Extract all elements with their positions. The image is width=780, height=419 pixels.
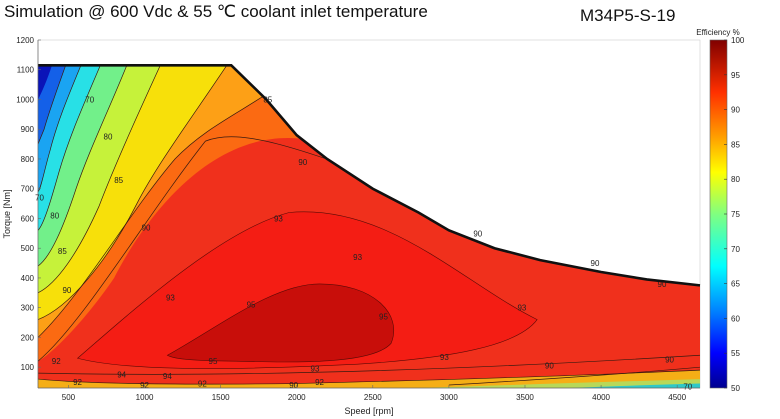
colorbar-tick-label: 70 (731, 245, 740, 254)
x-tick-label: 1000 (136, 393, 154, 402)
contour-label: 85 (114, 176, 123, 185)
y-tick-label: 1000 (16, 95, 34, 104)
colorbar: Efficiency % 50 55 60 65 70 75 80 85 90 95 100 (696, 28, 745, 393)
contour-label: 80 (104, 133, 113, 142)
contour-label: 90 (665, 356, 674, 365)
x-tick-label: 1500 (212, 393, 230, 402)
contour-label: 90 (142, 223, 151, 232)
contour-label: 85 (58, 247, 67, 256)
contour-label: 70 (85, 95, 94, 104)
x-tick-label: 3000 (440, 393, 458, 402)
max-torque-curve (38, 63, 701, 287)
contour-label: 93 (274, 214, 283, 223)
colorbar-tick-label: 100 (731, 36, 745, 45)
colorbar-tick-label: 80 (731, 175, 740, 184)
contour-label: 90 (545, 362, 554, 371)
contour-label: 92 (52, 357, 61, 366)
colorbar-tick-label: 90 (731, 106, 740, 115)
colorbar-tick-label: 85 (731, 140, 740, 149)
contour-label: 90 (473, 229, 482, 238)
x-axis-label: Speed [rpm] (344, 406, 393, 416)
contour-label: 70 (35, 194, 44, 203)
contour-label: 95 (209, 357, 218, 366)
y-tick-label: 200 (21, 333, 35, 342)
y-tick-label: 300 (21, 304, 35, 313)
y-tick-label: 1200 (16, 36, 34, 45)
x-tick-label: 500 (62, 393, 76, 402)
colorbar-title: Efficiency % (696, 28, 739, 37)
y-tick-label: 1100 (17, 66, 35, 75)
contour-label: 90 (62, 286, 71, 295)
contour-label: 80 (50, 211, 59, 220)
contour-label: 90 (658, 280, 667, 289)
y-tick-label: 900 (21, 125, 35, 134)
contour-label: 95 (247, 301, 256, 310)
y-tick-label: 800 (21, 155, 35, 164)
y-tick-label: 100 (21, 363, 35, 372)
chart-title: Simulation @ 600 Vdc & 55 ℃ coolant inle… (4, 2, 428, 21)
y-tick-label: 700 (21, 185, 35, 194)
contour-label: 92 (315, 378, 324, 387)
contour-label: 94 (117, 371, 126, 380)
contour-label: 95 (379, 313, 388, 322)
contour-label: 93 (311, 365, 320, 374)
contour-label: 93 (440, 353, 449, 362)
contour-label: 70 (683, 383, 692, 392)
y-axis-label: Torque [Nm] (2, 189, 12, 238)
contour-label: 90 (591, 259, 600, 268)
y-tick-label: 400 (21, 274, 35, 283)
contour-label: 94 (163, 372, 172, 381)
x-axis: 500 1000 1500 2000 2500 3000 3500 4000 4500 (38, 385, 700, 402)
contour-label: 92 (198, 380, 207, 389)
x-tick-label: 2500 (364, 393, 382, 402)
x-tick-label: 2000 (288, 393, 306, 402)
colorbar-tick-label: 95 (731, 71, 740, 80)
contour-label: 90 (289, 381, 298, 390)
x-tick-label: 4500 (668, 393, 686, 402)
colorbar-tick-label: 75 (731, 210, 740, 219)
contour-label: 92 (73, 378, 82, 387)
y-axis: 100 200 300 400 500 600 700 800 900 1000 1100 1200 (16, 36, 41, 388)
y-tick-label: 600 (21, 214, 35, 223)
plot-area: 7080859085909090909393939393959595708085… (35, 39, 701, 392)
contour-label: 93 (353, 253, 362, 262)
x-tick-label: 4000 (592, 393, 610, 402)
colorbar-tick-label: 55 (731, 349, 740, 358)
colorbar-tick-label: 50 (731, 384, 740, 393)
contour-label: 93 (517, 304, 526, 313)
colorbar-tick-label: 60 (731, 314, 740, 323)
model-label: M34P5-S-19 (580, 6, 676, 25)
colorbar-tick-label: 65 (731, 280, 740, 289)
contour-label: 93 (166, 293, 175, 302)
y-tick-label: 500 (21, 244, 35, 253)
contour-label: 90 (298, 158, 307, 167)
x-tick-label: 3500 (516, 393, 534, 402)
